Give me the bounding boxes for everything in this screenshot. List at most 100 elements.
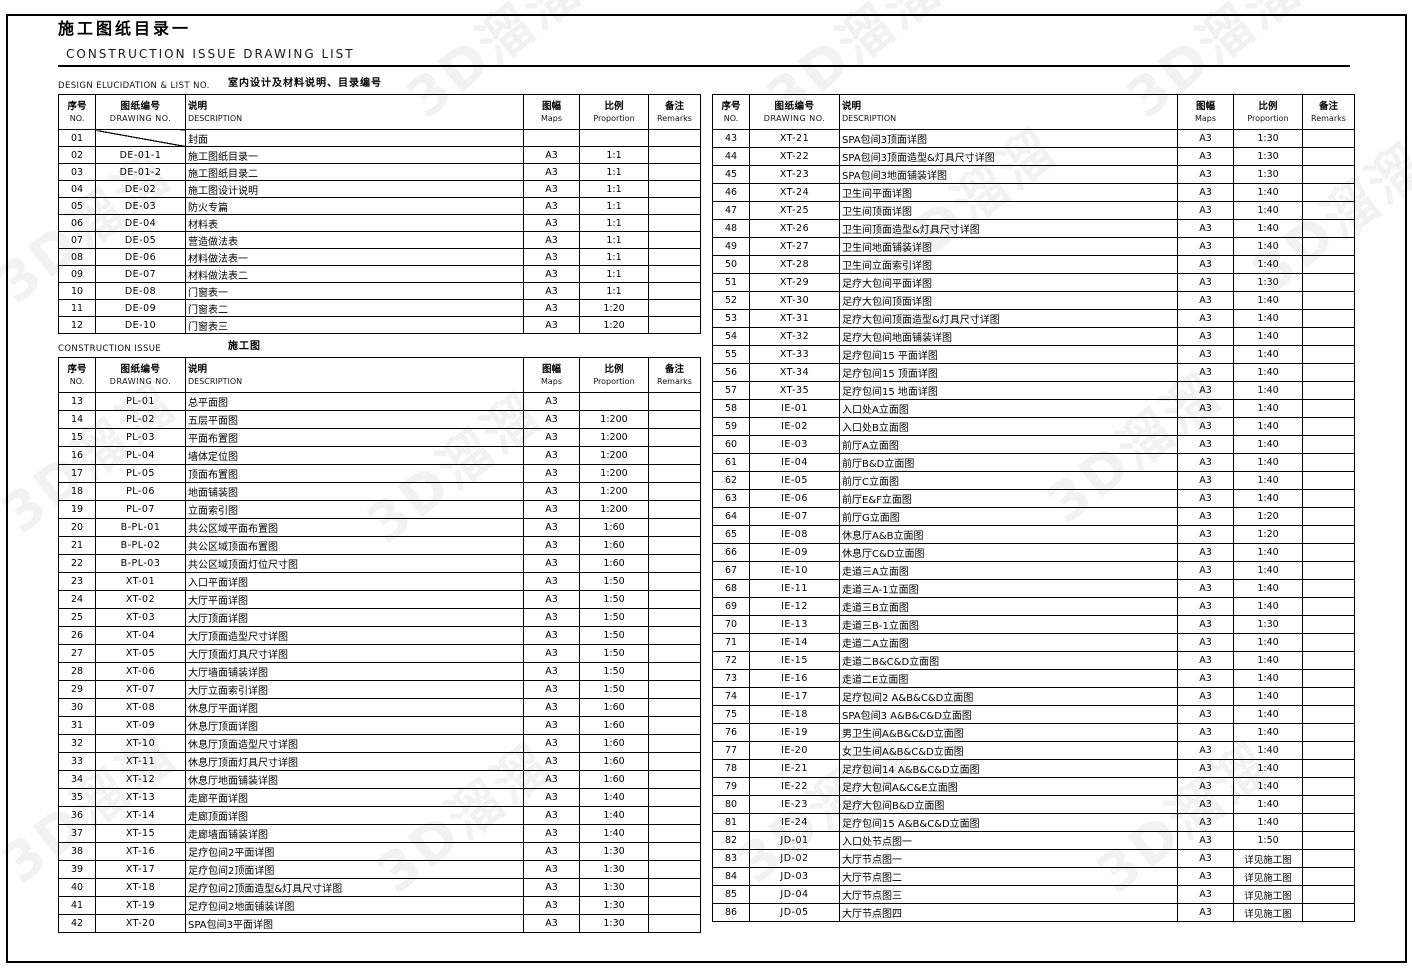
cell-remarks [1302,237,1355,256]
cell-drawing-no: IE-10 [749,561,840,580]
cell-proportion: 1:200 [579,482,649,501]
cell-maps [523,129,580,147]
cell-maps: A3 [1177,633,1234,652]
table-row: 66 IE-09 休息厅C&D立面图 A3 1:40 [712,543,1355,562]
cell-description: SPA包间3平面详图 [185,914,524,933]
cell-remarks [1302,561,1355,580]
cell-proportion: 1:30 [1233,147,1303,166]
cell-drawing-no: XT-01 [95,572,186,591]
cell-remarks [648,536,701,555]
cell-remarks [648,608,701,627]
cell-remarks [1302,597,1355,616]
cell-description: 大厅节点图一 [839,849,1178,868]
cell-proportion: 1:40 [1233,435,1303,454]
cell-description: 入口平面详图 [185,572,524,591]
cell-proportion: 1:40 [1233,633,1303,652]
cell-remarks [1302,525,1355,544]
cell-description: 大厅立面索引详图 [185,680,524,699]
cell-description: 足疗包间15 平面详图 [839,345,1178,364]
cell-proportion: 1:40 [1233,183,1303,202]
cell-drawing-no: XT-15 [95,824,186,843]
cell-proportion: 1:40 [1233,453,1303,472]
cell-remarks [648,644,701,663]
cell-proportion: 1:40 [1233,471,1303,490]
cell-no: 86 [712,903,750,922]
table-row: 71 IE-14 走道二A立面图 A3 1:40 [712,633,1355,652]
table-header: 序号 NO. 图纸编号 DRAWING NO. 说明 DESCRIPTION 图幅 Ma… [712,94,1355,130]
cell-proportion: 1:30 [1233,129,1303,148]
col-header-proportion: 比例 Proportion [579,357,649,393]
table-row: 64 IE-07 前厅G立面图 A3 1:20 [712,507,1355,526]
cell-remarks [648,282,701,300]
cell-drawing-no: XT-28 [749,255,840,274]
table-row: 43 XT-21 SPA包间3顶面详图 A3 1:30 [712,129,1355,148]
cell-drawing-no: XT-14 [95,806,186,825]
cell-description: 大厅墙面铺装详图 [185,662,524,681]
cell-proportion: 1:30 [1233,615,1303,634]
cell-remarks [1302,651,1355,670]
cell-no: 20 [58,518,96,537]
table-row: 75 IE-18 SPA包间3 A&B&C&D立面图 A3 1:40 [712,705,1355,724]
cell-remarks [648,842,701,861]
title-underline [58,65,1350,67]
table-row: 69 IE-12 走道三B立面图 A3 1:40 [712,597,1355,616]
cell-description: 足疗包间15 顶面详图 [839,363,1178,382]
cell-maps: A3 [523,752,580,771]
cell-remarks [648,878,701,897]
cell-maps: A3 [1177,453,1234,472]
cell-remarks [648,770,701,789]
cell-proportion: 1:30 [1233,273,1303,292]
cell-proportion: 1:40 [1233,669,1303,688]
cell-maps: A3 [1177,147,1234,166]
cell-remarks [648,626,701,645]
cell-maps: A3 [523,626,580,645]
cell-remarks [1302,759,1355,778]
cell-proportion: 1:40 [1233,687,1303,706]
cell-drawing-no: IE-04 [749,453,840,472]
cell-remarks [1302,777,1355,796]
cell-maps: A3 [1177,363,1234,382]
cell-description: 足疗包间2顶面造型&灯具尺寸详图 [185,878,524,897]
table-row: 57 XT-35 足疗包间15 地面详图 A3 1:40 [712,381,1355,400]
col-header-remarks: 备注 Remarks [648,357,701,393]
cell-maps: A3 [1177,579,1234,598]
cell-maps: A3 [1177,525,1234,544]
cell-drawing-no: XT-04 [95,626,186,645]
cell-no: 42 [58,914,96,933]
cell-no: 52 [712,291,750,310]
cell-no: 74 [712,687,750,706]
cell-maps: A3 [1177,327,1234,346]
col-header-description: 说明 DESCRIPTION [839,94,1178,130]
cell-drawing-no: IE-21 [749,759,840,778]
cell-no: 78 [712,759,750,778]
cell-drawing-no: XT-35 [749,381,840,400]
cell-proportion: 1:50 [579,662,649,681]
sheet-border-frame [6,14,1407,963]
cell-drawing-no: PL-05 [95,464,186,483]
cell-drawing-no: XT-25 [749,201,840,220]
cell-maps: A3 [523,248,580,266]
cell-no: 01 [58,129,96,147]
cell-proportion: 1:20 [579,316,649,334]
col-header-drawing-no: 图纸编号 DRAWING NO. [95,94,186,130]
table-row: 25 XT-03 大厅顶面详图 A3 1:50 [58,608,701,627]
cell-maps: A3 [523,608,580,627]
table-header: 序号 NO. 图纸编号 DRAWING NO. 说明 DESCRIPTION 图幅 Ma… [58,94,701,130]
table-row: 79 IE-22 足疗大包间A&C&E立面图 A3 1:40 [712,777,1355,796]
table-row: 56 XT-34 足疗包间15 顶面详图 A3 1:40 [712,363,1355,382]
cell-remarks [1302,129,1355,148]
cell-proportion: 1:40 [1233,813,1303,832]
cell-description: 走道三A-1立面图 [839,579,1178,598]
cell-description: 顶面布置图 [185,464,524,483]
cell-description: 前厅A立面图 [839,435,1178,454]
cell-proportion: 1:40 [1233,741,1303,760]
cell-description: 大厅平面详图 [185,590,524,609]
cell-no: 63 [712,489,750,508]
table-row: 51 XT-29 足疗大包间平面详图 A3 1:30 [712,273,1355,292]
table-row: 84 JD-03 大厅节点图二 A3 详见施工图 [712,867,1355,886]
table-row: 02 DE-01-1 施工图纸目录一 A3 1:1 [58,146,701,164]
cell-no: 69 [712,597,750,616]
cell-maps: A3 [1177,399,1234,418]
cell-remarks [1302,453,1355,472]
cell-maps: A3 [1177,219,1234,238]
